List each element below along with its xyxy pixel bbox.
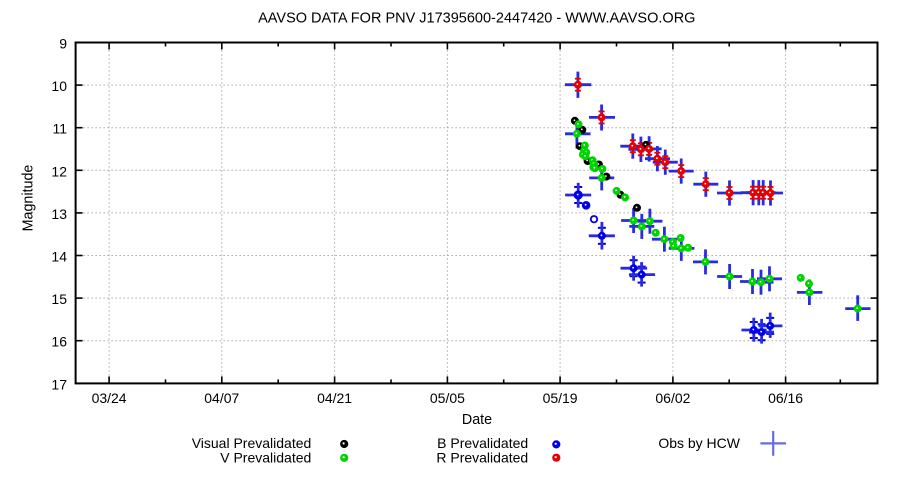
svg-text:R Prevalidated: R Prevalidated [436,450,528,466]
svg-text:15: 15 [51,291,67,307]
svg-text:12: 12 [51,163,67,179]
svg-text:Visual Prevalidated: Visual Prevalidated [192,435,312,451]
svg-text:11: 11 [52,121,67,137]
svg-text:04/07: 04/07 [204,390,239,406]
svg-text:06/02: 06/02 [655,390,690,406]
svg-text:B Prevalidated: B Prevalidated [437,435,528,451]
svg-text:03/24: 03/24 [92,390,127,406]
svg-text:04/21: 04/21 [317,390,352,406]
svg-text:V Prevalidated: V Prevalidated [220,450,311,466]
svg-text:16: 16 [51,334,67,350]
svg-text:13: 13 [51,206,67,222]
svg-text:Date: Date [462,412,492,428]
svg-text:Obs by HCW: Obs by HCW [658,435,740,451]
svg-text:AAVSO DATA FOR PNV J17395600-2: AAVSO DATA FOR PNV J17395600-2447420 - W… [258,10,695,26]
svg-text:17: 17 [51,376,67,392]
svg-text:Magnitude: Magnitude [20,165,36,232]
svg-text:06/16: 06/16 [768,390,803,406]
svg-text:10: 10 [51,78,67,94]
svg-text:14: 14 [51,249,67,265]
svg-text:05/05: 05/05 [430,390,465,406]
svg-text:05/19: 05/19 [543,390,578,406]
svg-text:9: 9 [59,36,67,52]
